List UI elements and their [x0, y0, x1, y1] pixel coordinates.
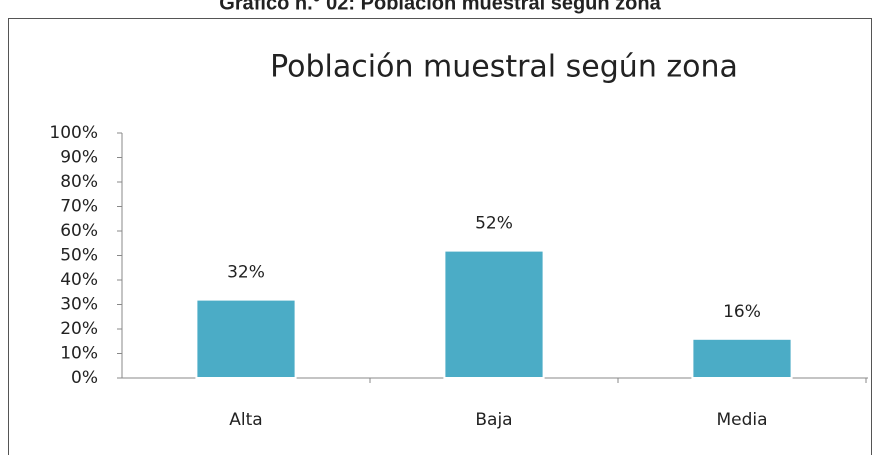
y-tick-label: 30% [60, 295, 98, 315]
y-tick-label: 0% [71, 368, 98, 388]
data-label: 16% [723, 302, 761, 322]
data-label: 52% [475, 214, 513, 234]
bar [691, 337, 793, 379]
x-tick-label: Media [716, 410, 767, 430]
y-tick-label: 20% [60, 319, 98, 339]
caption: Gráfico n.° 02: Población muestral según… [219, 0, 661, 14]
y-tick-label: 90% [60, 148, 98, 168]
chart-frame [8, 18, 872, 455]
y-tick-label: 50% [60, 246, 98, 266]
y-tick-label: 80% [60, 172, 98, 192]
y-tick-label: 10% [60, 344, 98, 364]
y-tick-label: 70% [60, 197, 98, 217]
x-tick-label: Alta [229, 410, 262, 430]
bar [443, 249, 545, 380]
data-label: 32% [227, 263, 265, 283]
y-tick-label: 40% [60, 270, 98, 290]
x-tick-label: Baja [475, 410, 512, 430]
bar [195, 298, 297, 380]
chart-title: Población muestral según zona [270, 50, 738, 85]
y-tick-label: 100% [49, 123, 98, 143]
y-tick-label: 60% [60, 221, 98, 241]
